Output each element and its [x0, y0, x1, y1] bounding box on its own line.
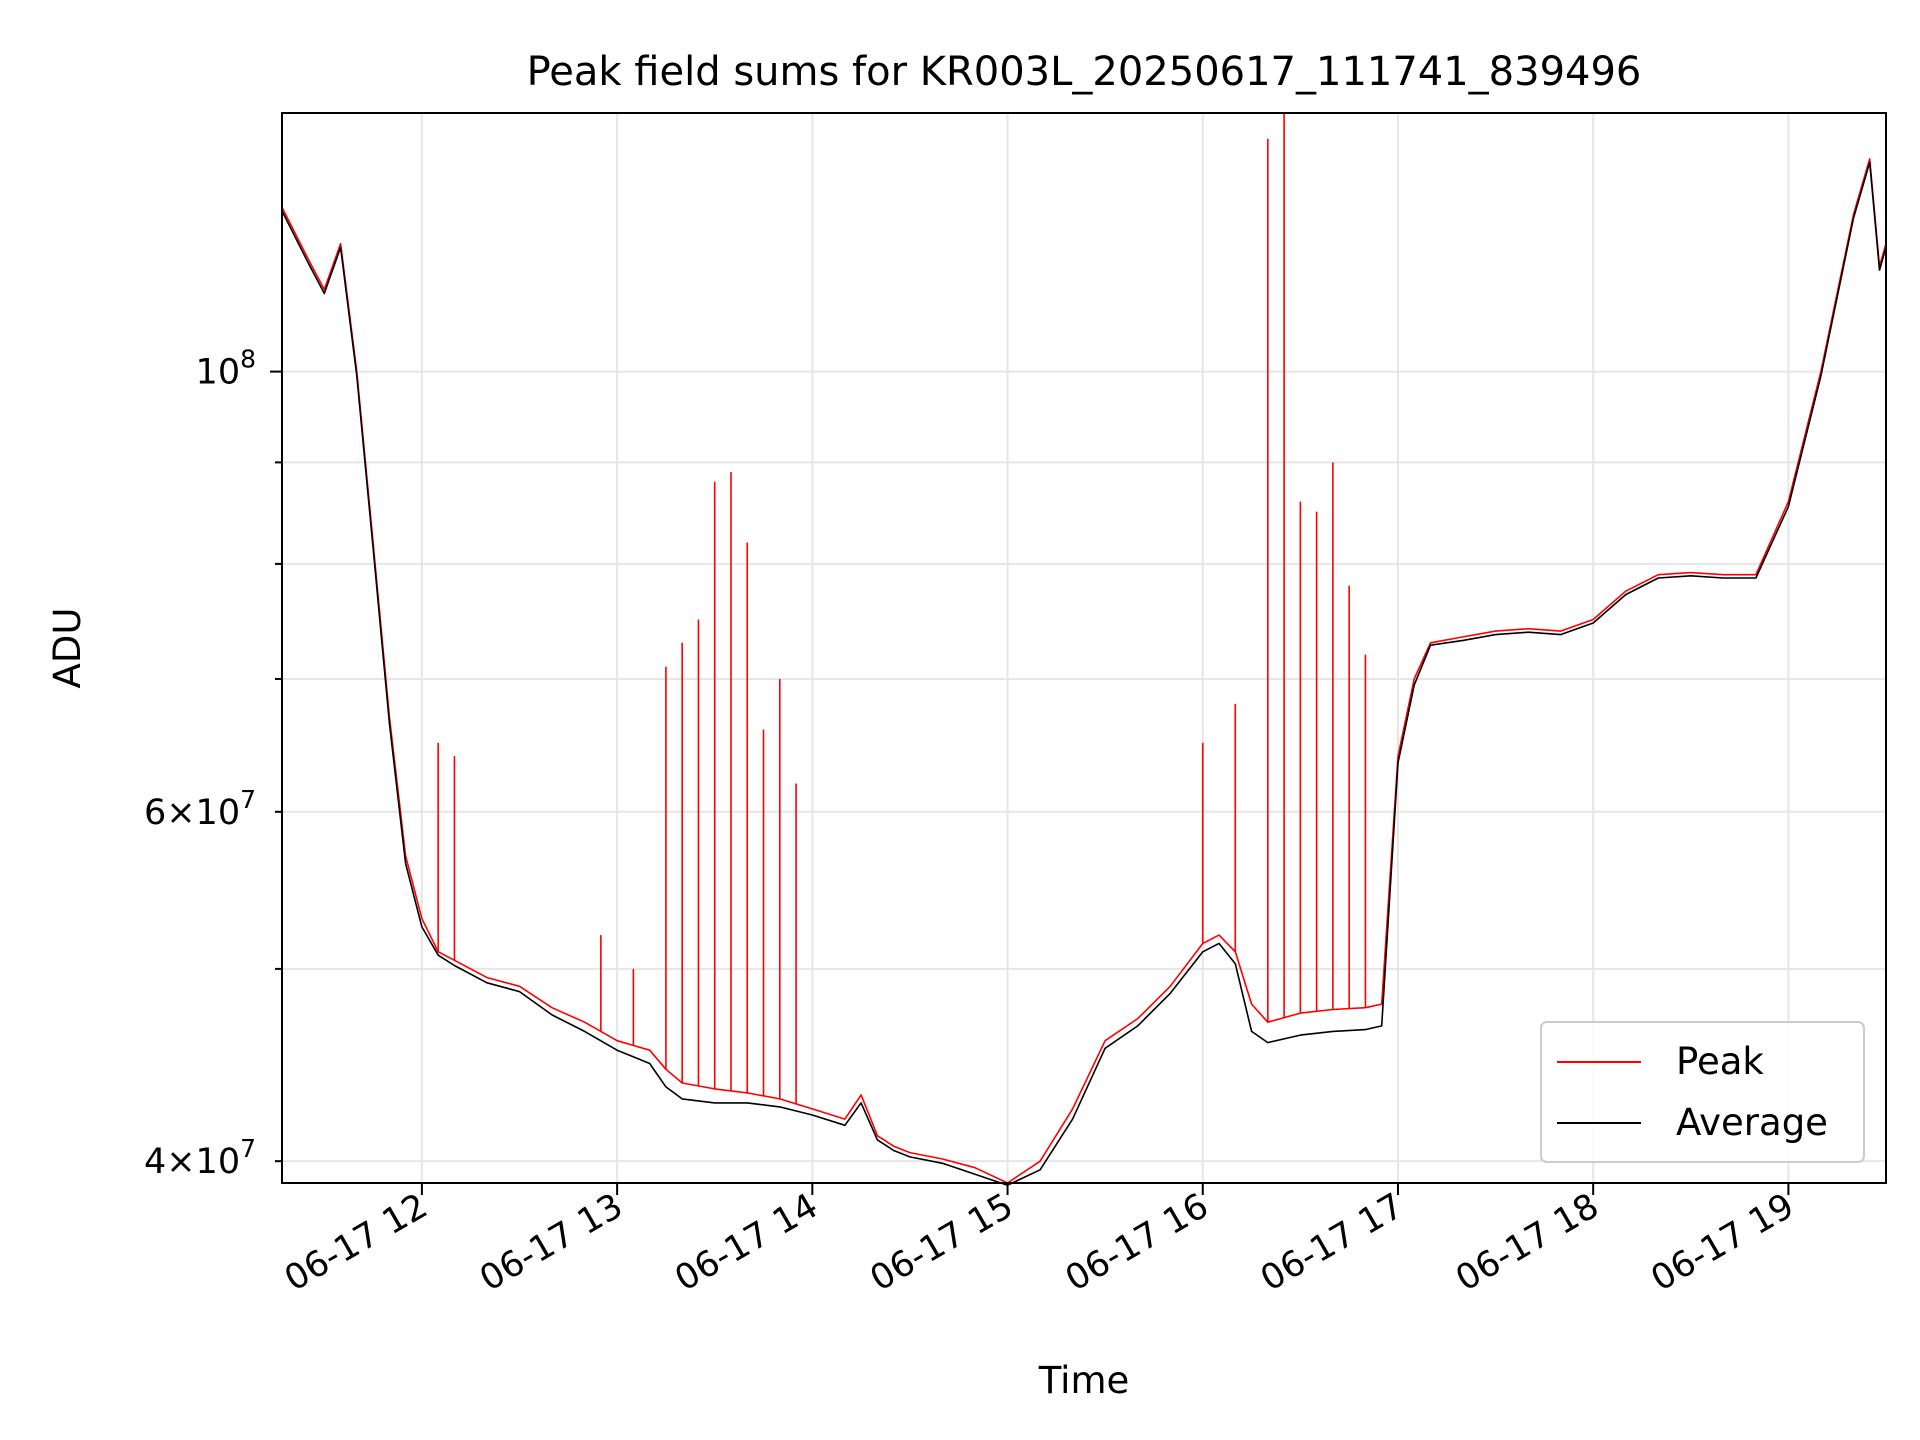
x-tick-label: 06-17 14 [669, 1186, 825, 1299]
series-line-average [281, 161, 1887, 1186]
y-axis-label: ADU [46, 608, 89, 689]
y-tick-label: 6×107 [144, 785, 256, 833]
x-tick-label: 06-17 19 [1645, 1186, 1801, 1299]
x-tick-label: 06-17 18 [1449, 1186, 1605, 1299]
x-tick-label: 06-17 15 [864, 1186, 1020, 1299]
chart-title: Peak field sums for KR003L_20250617_1117… [527, 49, 1642, 95]
x-tick-label: 06-17 16 [1059, 1186, 1215, 1299]
x-axis-label: Time [1038, 1359, 1130, 1402]
y-tick-label: 108 [196, 345, 256, 393]
y-tick-label: 4×107 [144, 1134, 256, 1182]
x-tick-label: 06-17 12 [278, 1186, 434, 1299]
legend-box [1540, 1021, 1865, 1163]
x-axis: 06-17 12 06-17 13 06-17 14 06-17 15 06-17 16… [278, 1183, 1801, 1299]
grid [282, 113, 1886, 1183]
legend-average-label: Average [1676, 1101, 1828, 1144]
plot-frame [281, 112, 1887, 1184]
series-layer [281, 113, 1887, 1186]
legend: Peak Average [1540, 1021, 1865, 1163]
y-axis: 108 4×107 6×107 [144, 345, 282, 1182]
legend-peak-label: Peak [1676, 1040, 1764, 1083]
series-line-peak [281, 158, 1887, 1184]
x-tick-label: 06-17 13 [473, 1186, 629, 1299]
x-tick-label: 06-17 17 [1254, 1186, 1410, 1299]
